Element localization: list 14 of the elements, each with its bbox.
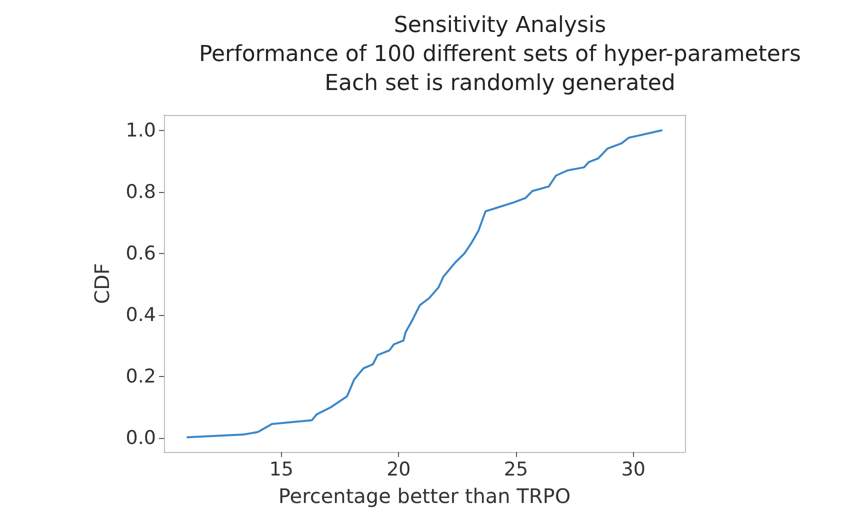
y-tick-label: 0.8 [126, 180, 156, 203]
y-tick-label: 0.0 [126, 427, 156, 450]
x-axis-title: Percentage better than TRPO [278, 484, 571, 508]
y-tick-label: 0.2 [126, 366, 156, 388]
x-tick-label: 25 [504, 458, 528, 480]
y-tick-label: 0.6 [126, 242, 156, 264]
y-tick-label: 0.4 [126, 304, 156, 326]
line-series [186, 129, 663, 438]
y-axis-title: CDF [90, 263, 114, 304]
x-tick-label: 20 [386, 458, 411, 480]
y-tick-label: 1.0 [126, 119, 156, 142]
x-tick-label: 30 [621, 458, 646, 480]
x-tick-label: 15 [269, 458, 294, 480]
chart-title: Sensitivity Analysis Performance of 100 different sets of hyper-parameters Each set is randomly generated [199, 13, 801, 96]
